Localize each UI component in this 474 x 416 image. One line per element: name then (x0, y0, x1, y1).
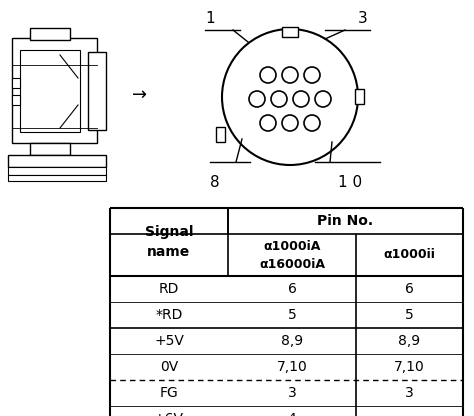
Text: 6: 6 (405, 282, 414, 296)
Circle shape (271, 91, 287, 107)
Text: →: → (132, 86, 147, 104)
Text: 6: 6 (288, 282, 296, 296)
Circle shape (282, 67, 298, 83)
Text: FG: FG (160, 386, 178, 400)
Circle shape (293, 91, 309, 107)
Text: 5: 5 (288, 308, 296, 322)
Text: 5: 5 (405, 308, 414, 322)
Bar (8, 167, 106, 175)
Circle shape (315, 91, 331, 107)
Text: Pin No.: Pin No. (318, 214, 374, 228)
Bar (12, 38, 97, 143)
Bar (20, 50, 80, 132)
Bar (282, 27, 298, 37)
Circle shape (249, 91, 265, 107)
Text: +6V: +6V (154, 412, 184, 416)
Text: 3: 3 (358, 11, 368, 26)
Bar (216, 127, 225, 142)
Circle shape (282, 115, 298, 131)
Circle shape (260, 67, 276, 83)
Text: RD: RD (159, 282, 179, 296)
Text: 8,9: 8,9 (281, 334, 303, 348)
Text: 3: 3 (288, 386, 296, 400)
Text: Signal
name: Signal name (145, 225, 193, 259)
Text: 1 0: 1 0 (338, 175, 362, 190)
Bar (88, 52, 106, 130)
Text: -: - (407, 412, 412, 416)
Bar (8, 175, 106, 181)
Text: 1: 1 (205, 11, 215, 26)
Text: 8,9: 8,9 (399, 334, 420, 348)
Text: 7,10: 7,10 (277, 360, 307, 374)
Text: 7,10: 7,10 (394, 360, 425, 374)
Bar (8, 155, 106, 167)
Text: α1000ii: α1000ii (383, 248, 436, 262)
Circle shape (304, 115, 320, 131)
Bar (12, 78, 20, 88)
Text: 3: 3 (405, 386, 414, 400)
Bar (30, 28, 70, 40)
Text: α1000iA
α16000iA: α1000iA α16000iA (259, 240, 325, 270)
Circle shape (222, 29, 358, 165)
Circle shape (304, 67, 320, 83)
Bar (355, 89, 364, 104)
Circle shape (260, 115, 276, 131)
Text: 4: 4 (288, 412, 296, 416)
Text: 0V: 0V (160, 360, 178, 374)
Text: *RD: *RD (155, 308, 182, 322)
Text: 8: 8 (210, 175, 220, 190)
Text: +5V: +5V (154, 334, 184, 348)
Bar (30, 143, 70, 155)
Bar (12, 95, 20, 105)
